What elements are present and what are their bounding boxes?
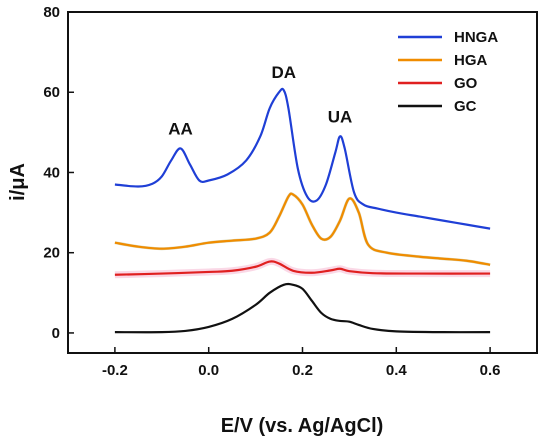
y-tick-label: 40 [43, 164, 60, 181]
legend: HNGA HGA GO GC [398, 29, 498, 115]
y-tick-label: 80 [43, 4, 60, 21]
legend-label-go: GO [454, 75, 478, 92]
series-layer [114, 87, 491, 334]
peak-annotations: AA DA UA [168, 63, 352, 138]
x-tick-label: 0.4 [386, 362, 408, 379]
legend-label-hnga: HNGA [454, 29, 498, 46]
series-line-hnga [114, 87, 491, 230]
x-axis-title: E/V (vs. Ag/AgCl) [221, 415, 384, 437]
axis-ticks: -0.2 0.0 0.2 0.4 0.6 0 20 40 60 80 [43, 4, 500, 379]
x-tick-label: 0.2 [292, 362, 313, 379]
series-line-go [114, 260, 491, 276]
x-tick-label: 0.0 [198, 362, 219, 379]
y-tick-label: 60 [43, 84, 60, 101]
peak-label-aa: AA [168, 119, 193, 138]
x-tick-label: -0.2 [102, 362, 128, 379]
legend-label-gc: GC [454, 98, 477, 115]
peak-label-da: DA [271, 63, 296, 82]
y-axis-title: i/μA [7, 163, 29, 201]
legend-label-hga: HGA [454, 52, 488, 69]
y-tick-label: 0 [52, 325, 60, 342]
series-line-gc [114, 282, 491, 334]
peak-label-ua: UA [328, 107, 353, 126]
x-tick-label: 0.6 [480, 362, 501, 379]
y-tick-label: 20 [43, 245, 60, 262]
series-line-hga [114, 192, 491, 266]
